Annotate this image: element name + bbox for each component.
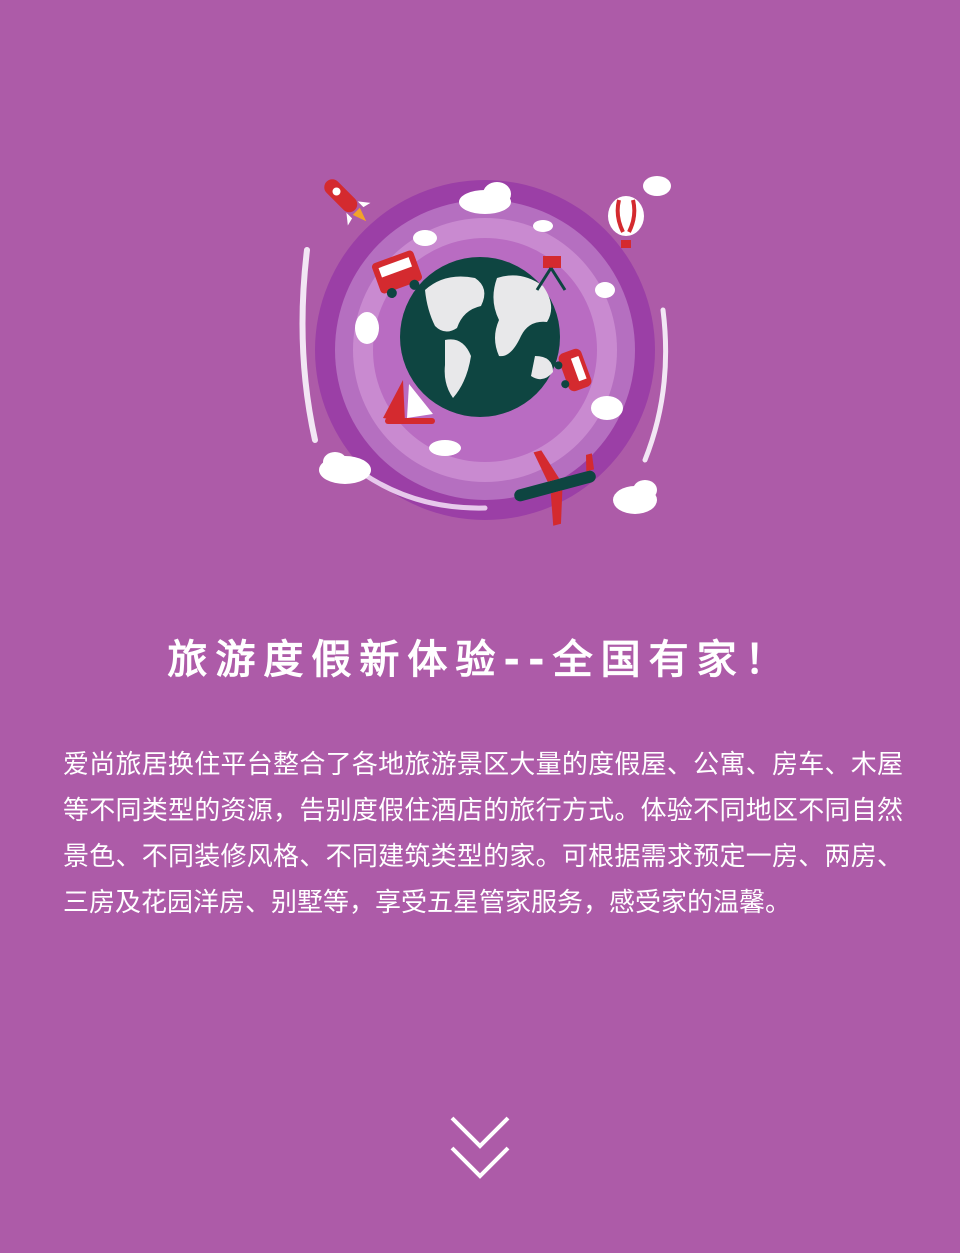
double-chevron-down-icon [450,1116,510,1179]
hero-illustration [285,160,685,540]
camera-tripod-icon [535,256,567,291]
rocket-icon [324,179,371,226]
airplane-icon [514,450,596,526]
hot-air-balloon-icon [608,196,644,248]
scroll-down-button[interactable] [449,1114,511,1180]
globe-travel-icon [299,176,671,526]
page-title: 旅游度假新体验--全国有家！ [167,637,793,683]
sailboat-icon [383,380,435,424]
description-text: 爱尚旅居换住平台整合了各地旅游景区大量的度假屋、公寓、房车、木屋等不同类型的资源… [63,750,903,918]
cloud-icon [319,176,671,514]
car-icon [554,348,592,392]
bus-icon [371,250,423,299]
globe-icon [400,257,560,417]
